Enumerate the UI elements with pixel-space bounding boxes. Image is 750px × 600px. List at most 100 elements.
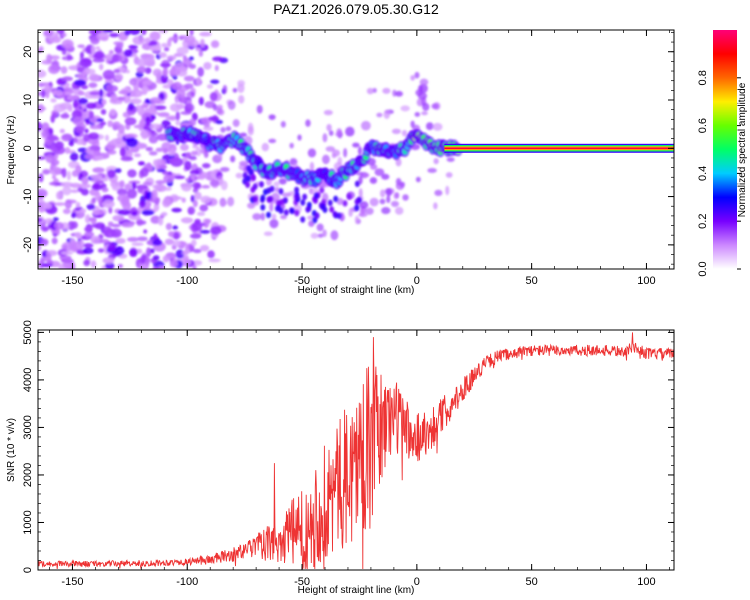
- heatmap-noise-blob: [109, 33, 120, 38]
- heatmap-halo-blob: [322, 133, 328, 143]
- heatmap-noise-blob: [91, 45, 96, 55]
- heatmap-noise-blob: [172, 231, 180, 240]
- heatmap-noise-blob: [75, 201, 81, 208]
- heatmap-noise-blob: [40, 238, 49, 246]
- heatmap-noise-blob: [183, 35, 196, 44]
- heatmap-noise-blob: [193, 113, 198, 121]
- heatmap-noise-blob: [148, 45, 162, 52]
- heatmap-noise-blob: [76, 240, 85, 250]
- colorbar-tick-label: 0.2: [697, 214, 709, 229]
- heatmap-noise-blob: [129, 98, 142, 105]
- heatmap-noise-blob: [60, 66, 68, 74]
- heatmap-noise-blob: [111, 53, 119, 63]
- heatmap-noise-blob: [69, 152, 79, 162]
- heatmap-noise-blob: [199, 204, 209, 212]
- heatmap-spur-blob: [319, 187, 325, 194]
- heatmap-halo-blob: [402, 194, 409, 201]
- heatmap-noise-blob: [135, 142, 148, 149]
- heatmap-halo-blob: [434, 189, 443, 197]
- heatmap-noise-blob: [132, 35, 146, 45]
- heatmap-halo-blob: [269, 218, 279, 229]
- heatmap-noise-blob: [77, 44, 85, 49]
- heatmap-noise-blob: [102, 226, 113, 236]
- heatmap-halo-blob: [369, 197, 379, 207]
- heatmap-noise-blob: [124, 30, 131, 36]
- heatmap-noise-blob: [54, 221, 64, 230]
- heatmap-halo-blob: [232, 119, 240, 127]
- heatmap-noise-blob: [74, 125, 85, 134]
- heatmap-noise-blob: [149, 97, 162, 104]
- heatmap-noise-blob: [162, 198, 171, 208]
- heatmap-noise-blob: [202, 126, 214, 132]
- heatmap-noise-blob: [83, 133, 90, 143]
- heatmap-spur-blob: [354, 180, 360, 188]
- heatmap-noise-blob: [175, 249, 185, 259]
- heatmap-noise-blob: [70, 221, 78, 229]
- heatmap-halo-blob: [358, 201, 369, 209]
- heatmap-noise-blob: [199, 31, 212, 37]
- heatmap-noise-blob: [125, 137, 138, 148]
- heatmap-halo-blob: [227, 100, 236, 110]
- heatmap-noise-blob: [135, 220, 147, 225]
- heatmap-halo-blob: [395, 158, 402, 167]
- heatmap-noise-blob: [95, 46, 101, 50]
- snr-xlabel: Height of straight line (km): [298, 585, 415, 596]
- heatmap-noise-blob: [159, 52, 167, 59]
- heatmap-noise-blob: [167, 231, 175, 237]
- heatmap-noise-blob: [73, 137, 78, 144]
- heatmap-noise-blob: [208, 116, 220, 122]
- heatmap-noise-blob: [196, 211, 206, 216]
- heatmap-noise-blob: [158, 164, 168, 169]
- heatmap-noise-blob: [72, 100, 79, 108]
- heatmap-halo-blob: [325, 146, 336, 152]
- heatmap-halo-blob: [309, 161, 315, 172]
- spectrogram-ytick-label: -20: [22, 237, 34, 253]
- heatmap-noise-blob: [203, 122, 210, 128]
- heatmap-noise-blob: [104, 134, 110, 142]
- heatmap-halo-blob: [433, 202, 438, 210]
- heatmap-spur-blob: [327, 199, 333, 207]
- spectrogram-xtick-label: 50: [526, 275, 538, 287]
- heatmap-spur-blob: [333, 195, 339, 203]
- spectrogram-xtick-label: -150: [61, 275, 83, 287]
- heatmap-noise-blob: [96, 118, 104, 122]
- heatmap-noise-blob: [89, 124, 101, 130]
- heatmap-noise-blob: [192, 260, 203, 266]
- heatmap-noise-blob: [66, 54, 73, 61]
- spectrogram-xtick-label: -50: [294, 275, 310, 287]
- heatmap-noise-blob: [82, 247, 94, 254]
- heatmap-noise-blob: [125, 69, 130, 74]
- heatmap-noise-blob: [100, 109, 107, 115]
- heatmap-halo-blob: [365, 207, 374, 215]
- heatmap-noise-blob: [79, 57, 92, 68]
- heatmap-noise-blob: [141, 90, 148, 95]
- heatmap-noise-blob: [51, 237, 58, 245]
- heatmap-halo-blob: [370, 164, 378, 170]
- heatmap-spur-blob: [245, 175, 251, 182]
- heatmap-noise-blob: [148, 135, 159, 144]
- snr-ytick-label: 0: [22, 567, 34, 573]
- heatmap-noise-blob: [201, 162, 211, 169]
- heatmap-noise-blob: [141, 30, 147, 36]
- heatmap-noise-blob: [107, 221, 114, 227]
- heatmap-noise-blob: [190, 194, 195, 203]
- heatmap-halo-blob: [220, 127, 226, 133]
- snr-ytick-label: 5000: [22, 320, 34, 344]
- heatmap-halo-blob: [379, 198, 386, 205]
- colorbar-tick-label: 0.4: [697, 166, 709, 181]
- heatmap-noise-blob: [86, 203, 96, 211]
- heatmap-spur-blob: [282, 197, 288, 204]
- heatmap-noise-blob: [50, 98, 57, 103]
- heatmap-noise-blob: [60, 258, 74, 264]
- heatmap-halo-blob: [336, 128, 343, 137]
- heatmap-noise-blob: [172, 225, 179, 230]
- heatmap-halo-blob: [374, 168, 385, 177]
- heatmap-noise-blob: [89, 91, 101, 96]
- heatmap-halo-blob: [220, 180, 228, 191]
- heatmap-noise-blob: [81, 176, 89, 185]
- carrier-band-core: [444, 147, 674, 150]
- heatmap-noise-blob: [48, 64, 60, 75]
- heatmap-noise-blob: [156, 168, 166, 173]
- heatmap-noise-blob: [172, 240, 181, 247]
- figure-title: PAZ1.2026.079.05.30.G12: [273, 1, 439, 17]
